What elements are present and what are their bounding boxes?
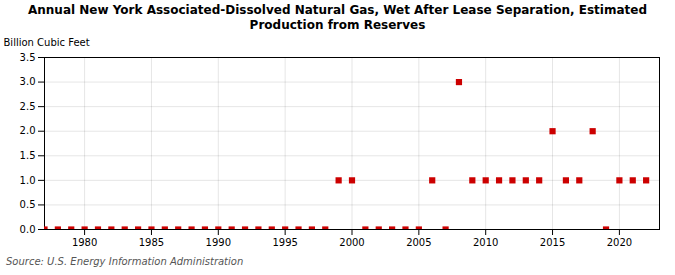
svg-text:1.5: 1.5 [20, 150, 36, 161]
svg-text:1980: 1980 [72, 237, 97, 248]
svg-text:2000: 2000 [339, 237, 364, 248]
svg-text:0.0: 0.0 [20, 224, 36, 235]
svg-text:3.0: 3.0 [20, 76, 36, 87]
svg-text:2010: 2010 [473, 237, 498, 248]
svg-text:2020: 2020 [607, 237, 632, 248]
svg-text:2.5: 2.5 [20, 101, 36, 112]
svg-text:1990: 1990 [206, 237, 231, 248]
svg-text:2.0: 2.0 [20, 125, 36, 136]
svg-text:2005: 2005 [406, 237, 431, 248]
svg-text:Billion Cubic Feet: Billion Cubic Feet [4, 37, 90, 48]
svg-text:3.5: 3.5 [20, 52, 36, 63]
html-text:Annual New York Associated-Dis: Annual New York Associated-Dissolved Nat… [28, 3, 647, 32]
svg-text:1995: 1995 [272, 237, 297, 248]
svg-text:1985: 1985 [139, 237, 164, 248]
svg-text:2015: 2015 [540, 237, 565, 248]
svg-text:0.5: 0.5 [20, 199, 36, 210]
html-text:Source: U.S. Energy Informatio: Source: U.S. Energy Information Administ… [6, 256, 244, 267]
svg-text:1.0: 1.0 [20, 175, 36, 186]
